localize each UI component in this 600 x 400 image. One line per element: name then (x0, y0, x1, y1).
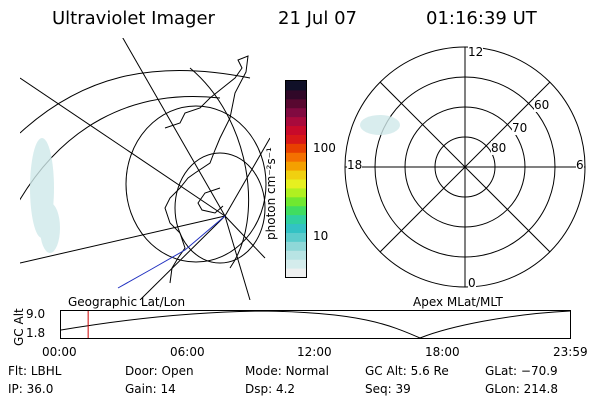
geographic-map (20, 38, 270, 300)
timeline-xtick-4: 23:59 (553, 345, 588, 359)
info-gc-alt: GC Alt: 5.6 Re (365, 364, 449, 378)
mlt-polar-plot (344, 46, 586, 288)
colorbar-segment (286, 98, 306, 109)
colorbar-segment (286, 81, 306, 91)
meridian-line (20, 77, 226, 217)
meridian-line (20, 215, 226, 264)
colorbar-segment (286, 89, 306, 100)
meridian-line (224, 215, 251, 300)
info-seq: Seq: 39 (365, 382, 411, 396)
colorbar-gradient (286, 81, 306, 278)
mlat-label-80: 80 (491, 141, 507, 155)
colorbar-tick-10: 10 (313, 229, 329, 243)
colorbar-segment (286, 134, 306, 144)
mlat-label-60: 60 (534, 98, 550, 112)
mlt-label-0: 0 (468, 276, 476, 290)
info-mode: Mode: Normal (245, 364, 329, 378)
lat-circle (125, 105, 267, 263)
colorbar-label: photon cm⁻²s⁻¹ (264, 147, 278, 240)
mlt-diagonal (379, 81, 551, 253)
colorbar-segment (286, 161, 306, 171)
colorbar-segment (286, 143, 306, 153)
timeline-xtick-1: 06:00 (170, 345, 205, 359)
timeline-xtick-2: 12:00 (297, 345, 332, 359)
timeline-plot (60, 310, 571, 339)
date-label: 21 Jul 07 (278, 8, 357, 29)
timeline-ytick-top: 9.0 (26, 307, 46, 321)
lat-circle (20, 69, 251, 134)
timeline-xtick-3: 18:00 (425, 345, 460, 359)
mlt-label-6: 6 (576, 158, 584, 172)
colorbar-segment (286, 214, 306, 225)
mlt-caption: Apex MLat/MLT (413, 295, 503, 309)
timeline-frame (60, 310, 571, 339)
mlat-label-70: 70 (512, 121, 528, 135)
colorbar (285, 80, 307, 278)
info-dsp: Dsp: 4.2 (245, 382, 296, 396)
satellite-track (117, 215, 226, 289)
colorbar-segment (286, 196, 306, 207)
meridian-line (122, 38, 226, 217)
colorbar-tick-100: 100 (313, 141, 336, 155)
timeline-xtick-0: 00:00 (42, 345, 77, 359)
meridian-line (224, 137, 270, 217)
colorbar-segment (286, 107, 306, 118)
colorbar-segment (286, 179, 306, 189)
timeline-ytick-bottom: 1.8 (26, 326, 46, 340)
colorbar-segment (286, 241, 306, 251)
colorbar-segment (286, 116, 306, 127)
colorbar-segment (286, 125, 306, 135)
lat-circle (174, 152, 266, 264)
colorbar-segment (286, 170, 306, 180)
colorbar-segment (286, 223, 306, 233)
coastline (197, 187, 224, 214)
lat-circle (189, 67, 250, 269)
info-glon: GLon: 214.8 (485, 382, 558, 396)
colorbar-segment (286, 250, 306, 260)
info-ip: IP: 36.0 (8, 382, 54, 396)
colorbar-segment (286, 232, 306, 242)
info-glat: GLat: −70.9 (485, 364, 558, 378)
instrument-title: Ultraviolet Imager (52, 8, 215, 29)
mlt-label-18: 18 (347, 158, 363, 172)
info-door: Door: Open (125, 364, 194, 378)
mlt-label-12: 12 (468, 45, 484, 59)
colorbar-segment (286, 268, 306, 278)
coastline (164, 55, 249, 284)
colorbar-segment (286, 205, 306, 216)
colorbar-segment (286, 259, 306, 269)
timeline-axis-label: GC Alt (12, 308, 26, 346)
colorbar-segment (286, 187, 306, 198)
info-flt: Flt: LBHL (8, 364, 62, 378)
time-label: 01:16:39 UT (426, 8, 537, 29)
aurora-glow-mlt (360, 115, 400, 135)
altitude-curve (60, 310, 571, 339)
colorbar-segment (286, 152, 306, 162)
info-gain: Gain: 14 (125, 382, 176, 396)
meridian-line (224, 215, 266, 259)
meridian-line (139, 215, 226, 300)
geographic-caption: Geographic Lat/Lon (68, 295, 186, 309)
aurora-glow (30, 138, 60, 253)
